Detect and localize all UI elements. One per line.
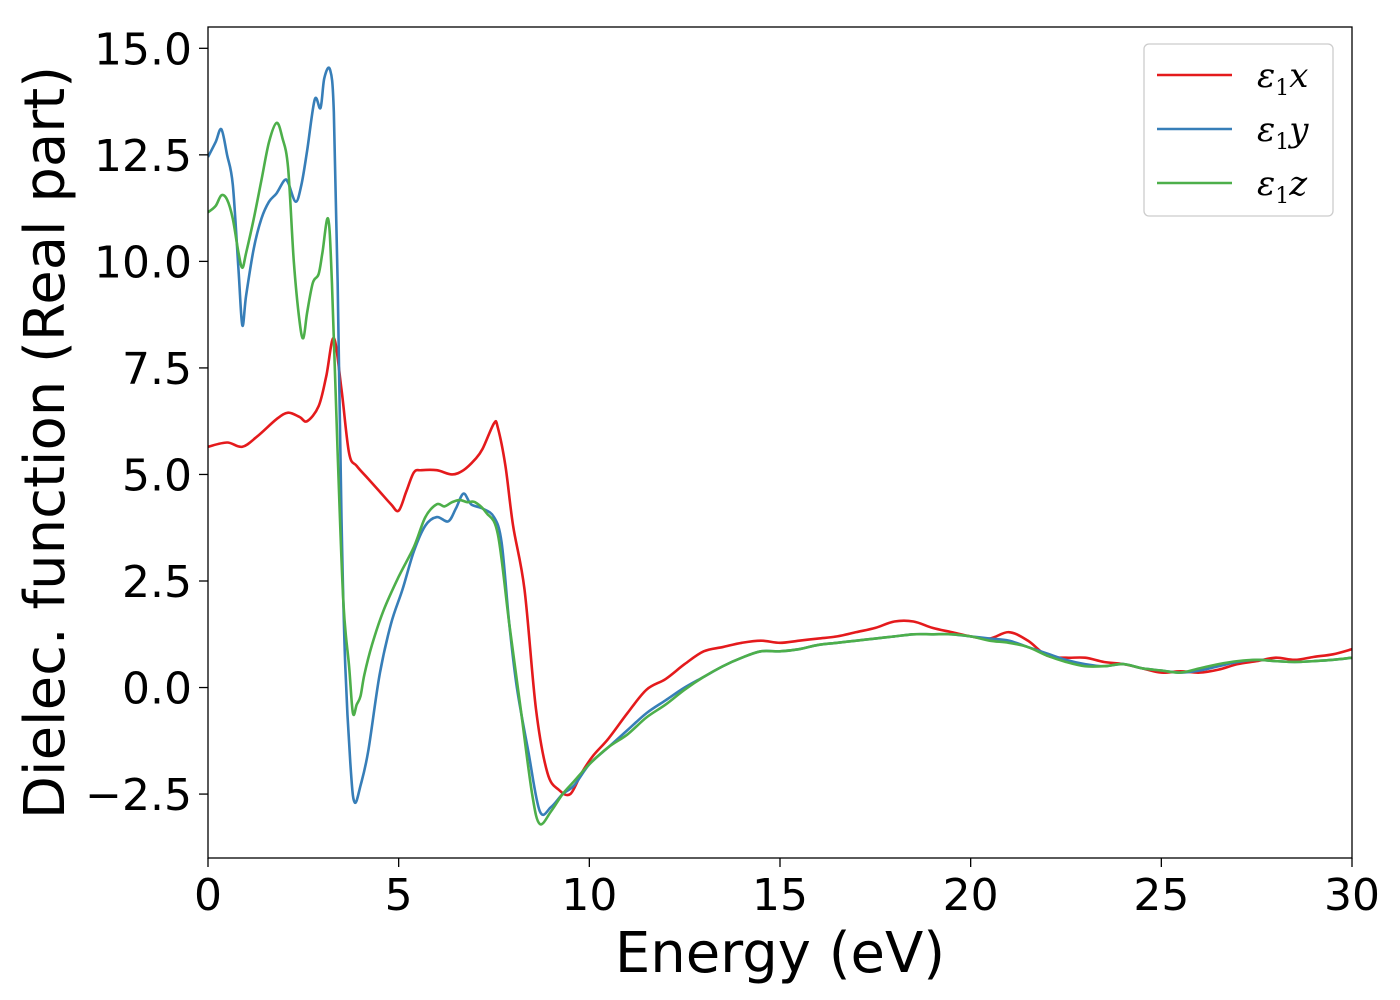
x-tick-label: 30 bbox=[1324, 870, 1380, 921]
legend-label: ε1y bbox=[1257, 110, 1309, 155]
legend-subscript: 1 bbox=[1275, 130, 1289, 155]
x-axis-title: Energy (eV) bbox=[615, 921, 945, 986]
legend-symbol: ε bbox=[1257, 56, 1275, 96]
x-tick-label: 0 bbox=[194, 870, 222, 921]
legend-symbol: ε bbox=[1257, 164, 1275, 204]
x-tick-label: 25 bbox=[1133, 870, 1189, 921]
y-tick-label: 15.0 bbox=[94, 24, 192, 75]
legend-component: x bbox=[1289, 56, 1308, 96]
legend-label: ε1x bbox=[1257, 56, 1308, 101]
y-tick-label: 10.0 bbox=[94, 237, 192, 288]
x-tick-label: 15 bbox=[752, 870, 808, 921]
legend-box bbox=[1143, 43, 1334, 217]
series-layer bbox=[208, 66, 1352, 826]
y-axis-title: Dielec. function (Real part) bbox=[13, 66, 78, 819]
x-tick-label: 20 bbox=[943, 870, 999, 921]
y-tick-label: 0.0 bbox=[122, 664, 192, 715]
legend-label: ε1z bbox=[1257, 164, 1308, 209]
plot-frame bbox=[207, 26, 1353, 859]
x-tick-label: 10 bbox=[561, 870, 617, 921]
y-tick-label: −2.5 bbox=[85, 770, 192, 821]
legend-symbol: ε bbox=[1257, 110, 1275, 150]
y-tick-label: 2.5 bbox=[122, 557, 192, 608]
series-line-x bbox=[208, 336, 1352, 797]
y-axis-ticks: −2.5 0.0 2.5 5.0 7.5 10.0 12.5 15.0 bbox=[85, 24, 208, 821]
legend-component: y bbox=[1287, 110, 1309, 150]
x-tick-label: 5 bbox=[385, 870, 413, 921]
legend-component: z bbox=[1288, 164, 1308, 204]
y-tick-label: 12.5 bbox=[94, 131, 192, 182]
y-tick-label: 5.0 bbox=[122, 450, 192, 501]
y-tick-label: 7.5 bbox=[122, 344, 192, 395]
legend-subscript: 1 bbox=[1275, 76, 1289, 101]
legend-subscript: 1 bbox=[1275, 184, 1289, 209]
series-line-z bbox=[208, 121, 1352, 826]
x-axis-ticks: 0 5 10 15 20 25 30 bbox=[194, 858, 1380, 921]
